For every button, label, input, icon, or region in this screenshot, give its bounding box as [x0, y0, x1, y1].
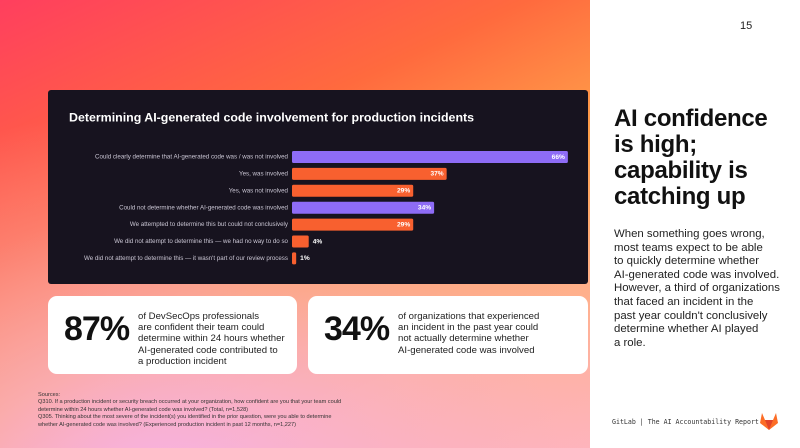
value-label: 34% [418, 204, 431, 211]
heading: AI confidence is high; capability is catchi… [614, 105, 768, 210]
text-line: Sources: [38, 392, 61, 398]
chart: Determining AI-generated code involvemen… [69, 110, 568, 265]
bar [292, 218, 414, 231]
category-label: Yes, was not involved [229, 187, 289, 194]
text-line: determine within 24 hours whether AI-gen… [38, 406, 249, 413]
bar [292, 201, 435, 214]
text-line: are confident their team could [138, 322, 265, 334]
text-line: Q310. If a production incident or securi… [38, 399, 342, 406]
text-line: of organizations that experienced [398, 311, 540, 322]
text-line: a role. [614, 336, 646, 349]
value-label: 66% [552, 154, 565, 161]
text-line: capability is [614, 157, 748, 184]
body-text: When something goes wrong, most teams exp… [614, 228, 780, 350]
text-line: of DevSecOps professionals [138, 311, 260, 322]
bar [292, 184, 414, 197]
text-line: a production incident [138, 355, 227, 367]
stat-value: 87% [64, 310, 130, 348]
page-number: 15 [740, 20, 753, 32]
logo [760, 413, 778, 430]
stat-text: of organizations that experienced an inci… [398, 311, 539, 356]
sources: Sources: Q310. If a production incident o… [38, 392, 341, 429]
text-line: determine whether AI played [614, 323, 759, 336]
stat-card: 34% of organizations that experienced an … [308, 296, 588, 374]
category-label: We attempted to determine this but could… [130, 221, 289, 228]
text-line: AI-generated code was involved [398, 344, 535, 356]
category-label: Could clearly determine that AI-generate… [95, 154, 289, 161]
text-line: an incident in the past year could [398, 322, 539, 334]
text-line: that faced an incident in the [614, 295, 754, 308]
stat-card: 87% of DevSecOps professionals are confid… [48, 296, 297, 374]
value-label: 29% [397, 188, 410, 195]
bar [292, 151, 568, 163]
text-line: However, a third of organizations [614, 282, 780, 295]
text-line: not actually determine whether [398, 333, 529, 345]
category-label: Could not determine whether AI-generated… [119, 204, 288, 211]
side-panel [590, 0, 800, 448]
bar [292, 235, 309, 248]
text-line: whether AI-generated code was involved? … [38, 421, 296, 428]
chart-card: Determining AI-generated code involvemen… [48, 90, 588, 284]
text-line: determine within 24 hours whether [138, 333, 285, 345]
text-line: past year couldn't conclusively [614, 309, 768, 322]
text-line: is high; [614, 131, 697, 158]
text-line: AI confidence [614, 105, 768, 132]
text-line: When something goes wrong, [614, 228, 765, 240]
text-line: Q305. Thinking about the most severe of … [38, 414, 332, 421]
text-line: AI-generated code contributed to [138, 344, 278, 356]
text-line: to quickly determine whether [614, 255, 759, 268]
text-line: catching up [614, 183, 746, 210]
value-label: 29% [397, 221, 410, 228]
stat-text: of DevSecOps professionals are confident … [138, 311, 285, 367]
text-line: most teams expect to be able [614, 241, 763, 254]
chart-title: Determining AI-generated code involvemen… [69, 110, 474, 124]
value-label: 37% [430, 171, 443, 178]
stat-value: 34% [324, 310, 390, 348]
category-label: We did not attempt to determine this — i… [84, 255, 288, 262]
category-label: We did not attempt to determine this — w… [114, 238, 288, 245]
footer: GitLab | The AI Accountability Report [612, 418, 759, 426]
category-label: Yes, was involved [239, 171, 289, 178]
bar [292, 252, 297, 265]
text-line: AI-generated code was involved. [614, 268, 780, 281]
value-label: 4% [313, 238, 323, 245]
bar [292, 167, 447, 180]
value-label: 1% [300, 255, 310, 262]
